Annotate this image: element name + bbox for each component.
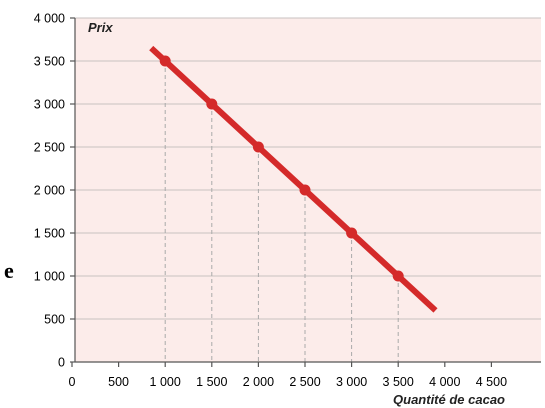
stray-text-fragment: e xyxy=(4,258,14,283)
x-axis-title: Quantité de cacao xyxy=(393,392,505,407)
dropline-layer xyxy=(164,61,399,362)
x-tick-layer: 0 500 1 000 1 500 2 000 2 500 3 000 3 500 4 000 4… xyxy=(69,362,507,389)
y-tick-label: 500 xyxy=(44,313,65,327)
data-point-1500 xyxy=(206,98,218,110)
y-tick-label: 2 500 xyxy=(34,141,65,155)
demand-line xyxy=(149,45,438,313)
x-tick-label: 1 000 xyxy=(150,375,181,389)
y-tick-label: 3 500 xyxy=(34,55,65,69)
x-tick-label: 4 000 xyxy=(429,375,460,389)
x-tick-label: 3 500 xyxy=(383,375,414,389)
data-point-1000 xyxy=(159,55,171,67)
data-point-3500 xyxy=(392,270,404,282)
x-tick-label: 500 xyxy=(108,375,129,389)
y-tick-label: 1 000 xyxy=(34,270,65,284)
y-tick-label: 3 000 xyxy=(34,98,65,112)
series-layer xyxy=(149,45,438,313)
y-tick-label: 4 000 xyxy=(34,12,65,26)
y-axis-title: Prix xyxy=(88,20,113,35)
data-point-3000 xyxy=(346,227,358,239)
y-tick-label: 1 500 xyxy=(34,227,65,241)
x-tick-label: 0 xyxy=(69,375,76,389)
y-tick-label: 2 000 xyxy=(34,184,65,198)
grid-layer xyxy=(75,17,541,320)
x-tick-label: 1 500 xyxy=(196,375,227,389)
data-point-2000 xyxy=(252,141,264,153)
x-tick-label: 3 000 xyxy=(336,375,367,389)
x-tick-label: 4 500 xyxy=(476,375,507,389)
x-tick-label: 2 500 xyxy=(289,375,320,389)
y-tick-layer: 0 500 1 000 1 500 2 000 2 500 3 000 3 500 4 000 xyxy=(34,12,75,370)
y-tick-label: 0 xyxy=(58,356,65,370)
x-tick-label: 2 000 xyxy=(243,375,274,389)
data-point-2500 xyxy=(299,184,311,196)
